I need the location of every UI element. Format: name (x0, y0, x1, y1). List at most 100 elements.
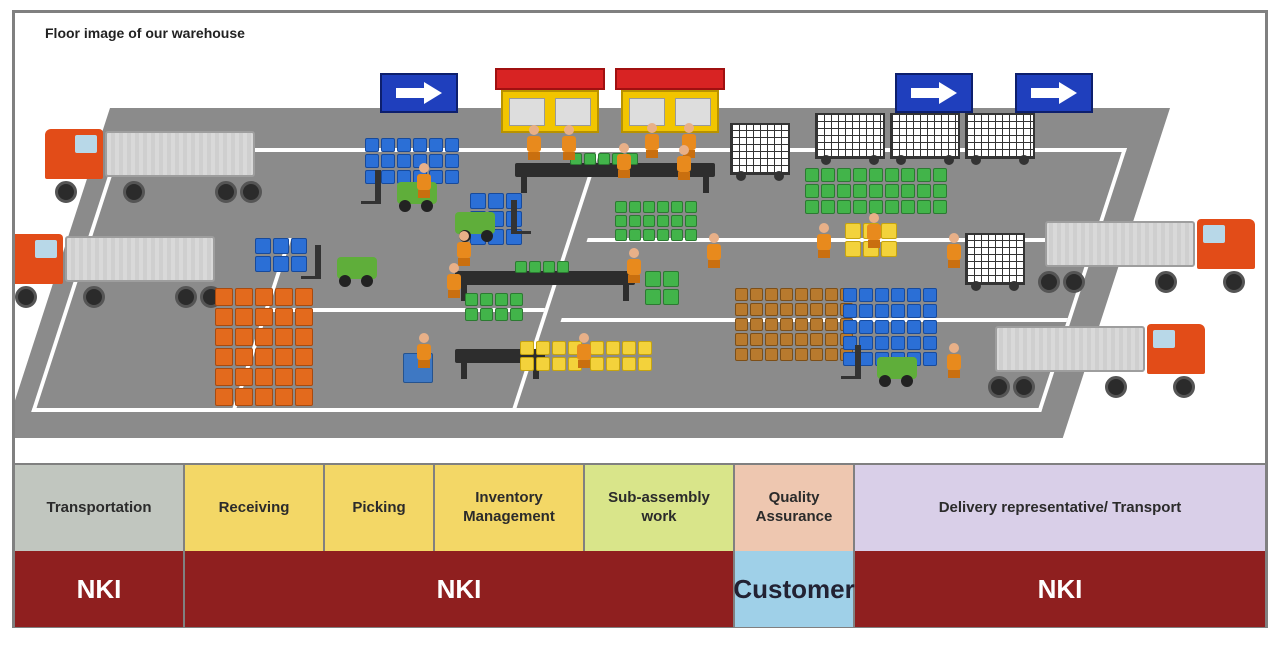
box (255, 388, 273, 406)
box (881, 241, 897, 257)
legend-owner-row: NKINKICustomerNKI (15, 551, 1265, 627)
inspection-kiosk (495, 68, 605, 133)
box (255, 368, 273, 386)
box (615, 201, 627, 213)
box (923, 320, 937, 334)
box (810, 303, 823, 316)
pallet-stack (215, 288, 313, 406)
box (643, 201, 655, 213)
warehouse-canvas: Floor image of our warehouse (15, 13, 1265, 463)
box (429, 138, 443, 152)
box (381, 154, 395, 168)
warehouse-worker (945, 343, 963, 377)
box (735, 348, 748, 361)
box (923, 288, 937, 302)
warehouse-worker (525, 125, 543, 159)
box (657, 201, 669, 213)
box (615, 229, 627, 241)
box (235, 328, 253, 346)
box (255, 308, 273, 326)
warehouse-worker (705, 233, 723, 267)
process-cell: Receiving (185, 465, 325, 551)
box (291, 238, 307, 254)
box (671, 229, 683, 241)
box (780, 288, 793, 301)
box (291, 256, 307, 272)
box (215, 368, 233, 386)
box (837, 184, 851, 198)
direction-arrow-sign (380, 73, 458, 113)
process-cell: Quality Assurance (735, 465, 855, 551)
box (901, 200, 915, 214)
warehouse-worker (455, 231, 473, 265)
outbound-truck (1035, 213, 1255, 293)
box (805, 184, 819, 198)
box (810, 288, 823, 301)
box (529, 261, 541, 273)
box (445, 170, 459, 184)
warehouse-worker (643, 123, 661, 157)
box (657, 229, 669, 241)
warehouse-worker (945, 233, 963, 267)
box (765, 318, 778, 331)
box (365, 138, 379, 152)
box (923, 336, 937, 350)
box (215, 388, 233, 406)
box (275, 308, 293, 326)
cage-trolley (965, 233, 1025, 285)
box (735, 333, 748, 346)
box (255, 328, 273, 346)
box (825, 303, 838, 316)
box (295, 288, 313, 306)
box (663, 271, 679, 287)
forklift (315, 243, 377, 287)
box (629, 229, 641, 241)
process-cell: Inventory Management (435, 465, 585, 551)
pallet-stack (465, 293, 523, 321)
box (869, 184, 883, 198)
box (235, 288, 253, 306)
work-table (455, 271, 635, 285)
box (780, 333, 793, 346)
box (875, 320, 889, 334)
box (825, 348, 838, 361)
canvas-caption: Floor image of our warehouse (45, 25, 245, 41)
box (685, 229, 697, 241)
process-cell: Transportation (15, 465, 185, 551)
box (645, 271, 661, 287)
box (365, 154, 379, 168)
legend-table: TransportationReceivingPickingInventory … (15, 463, 1265, 625)
box (295, 388, 313, 406)
box (843, 304, 857, 318)
box (901, 184, 915, 198)
owner-cell-nki: NKI (855, 551, 1265, 627)
box (255, 238, 271, 254)
box (215, 348, 233, 366)
box (295, 368, 313, 386)
box (853, 200, 867, 214)
floor-lane-line (31, 408, 1042, 412)
box (843, 288, 857, 302)
box (520, 357, 534, 371)
box (255, 348, 273, 366)
box (780, 318, 793, 331)
box (845, 241, 861, 257)
box (275, 288, 293, 306)
cage-trolley (890, 113, 960, 159)
warehouse-worker (615, 143, 633, 177)
box (735, 303, 748, 316)
process-cell: Delivery representative/ Transport (855, 465, 1265, 551)
box (622, 357, 636, 371)
box (881, 223, 897, 239)
box (643, 215, 655, 227)
warehouse-worker (415, 163, 433, 197)
box (671, 201, 683, 213)
box (869, 200, 883, 214)
box (933, 200, 947, 214)
box (295, 328, 313, 346)
box (845, 223, 861, 239)
box (933, 184, 947, 198)
warehouse-worker (575, 333, 593, 367)
box (885, 168, 899, 182)
box (825, 318, 838, 331)
